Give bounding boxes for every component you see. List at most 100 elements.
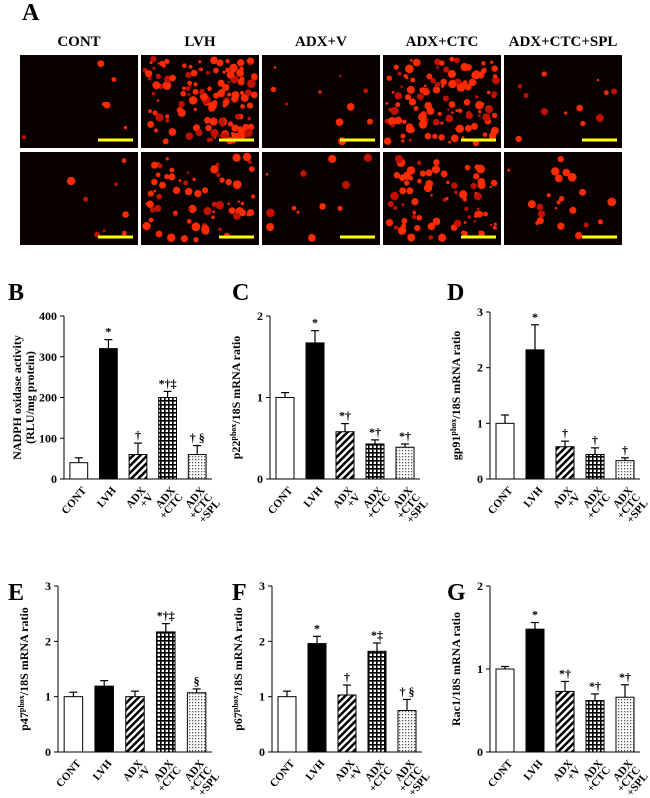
significance-mark: *† bbox=[559, 666, 571, 680]
fluorescence-spot bbox=[394, 155, 403, 164]
y-axis-label: p47phox/18S mRNA ratio bbox=[17, 607, 32, 731]
column-header: ADX+V bbox=[295, 34, 347, 50]
x-tick-label: ADX+CTC bbox=[153, 485, 185, 522]
fluorescence-spot bbox=[246, 102, 254, 109]
fluorescence-spot bbox=[447, 108, 450, 111]
fluorescence-spot bbox=[247, 209, 255, 217]
fluorescence-spot bbox=[448, 79, 457, 89]
fluorescence-spot bbox=[173, 210, 178, 215]
fluorescence-spot bbox=[145, 70, 153, 78]
fluorescence-spot bbox=[603, 90, 609, 96]
fluorescence-spot bbox=[265, 173, 269, 176]
y-tick-label: 0 bbox=[45, 745, 51, 759]
error-bar bbox=[100, 680, 109, 687]
micrograph bbox=[262, 152, 380, 245]
fluorescence-spot bbox=[218, 227, 222, 232]
error-bar bbox=[531, 324, 539, 350]
fluorescence-spot bbox=[193, 82, 198, 87]
x-tick-label: ADX+V bbox=[551, 758, 583, 784]
fluorescence-spot bbox=[554, 206, 558, 210]
fluorescence-spot bbox=[197, 67, 201, 71]
y-tick-label: 100 bbox=[39, 431, 57, 445]
significance-mark: † bbox=[622, 443, 628, 457]
x-tick-label: ADX+CTC bbox=[363, 758, 395, 795]
fluorescence-spot bbox=[122, 211, 129, 218]
fluorescence-spot bbox=[188, 208, 191, 211]
fluorescence-spot bbox=[393, 225, 399, 230]
significance-mark: *† bbox=[339, 409, 351, 423]
fluorescence-spot bbox=[401, 223, 407, 229]
fluorescence-spot bbox=[337, 205, 343, 211]
y-tick-label: 2 bbox=[259, 634, 265, 648]
fluorescence-spot bbox=[431, 165, 441, 174]
fluorescence-spot bbox=[448, 140, 452, 144]
error-bar bbox=[591, 447, 599, 455]
fluorescence-spot bbox=[146, 200, 154, 208]
fluorescence-spot bbox=[188, 96, 198, 105]
panel-label: D bbox=[447, 280, 464, 306]
x-tick-label-line: CONT bbox=[486, 757, 516, 790]
fluorescence-spot bbox=[152, 66, 156, 70]
fluorescence-spot bbox=[215, 162, 220, 167]
y-tick-label: 1 bbox=[259, 690, 265, 704]
y-axis-label-part: (RLU/mg protein) bbox=[23, 351, 37, 444]
fluorescence-spot bbox=[463, 99, 471, 106]
x-tick-label: CONT bbox=[60, 484, 90, 517]
y-axis-label-part: phox bbox=[17, 695, 26, 712]
fluorescence-spot bbox=[183, 180, 189, 186]
fluorescence-spot bbox=[182, 63, 187, 69]
fluorescence-spot bbox=[213, 67, 219, 74]
fluorescence-spot bbox=[397, 226, 407, 235]
fluorescence-spot bbox=[251, 73, 258, 80]
fluorescence-spot bbox=[157, 163, 163, 169]
fluorescence-spot bbox=[335, 118, 344, 126]
fluorescence-spot bbox=[162, 81, 172, 90]
fluorescence-spot bbox=[225, 178, 232, 186]
fluorescence-spot bbox=[430, 77, 436, 84]
x-tick-label: ADX+V bbox=[124, 485, 156, 511]
micrograph bbox=[141, 152, 259, 245]
fluorescence-spot bbox=[445, 196, 449, 200]
fluorescence-spot bbox=[328, 154, 337, 163]
fluorescence-spot bbox=[419, 87, 426, 94]
y-tick-label: 2 bbox=[477, 579, 483, 593]
image-background bbox=[262, 152, 380, 245]
fluorescence-spot bbox=[225, 67, 230, 73]
error-bar bbox=[313, 635, 321, 644]
fluorescence-spot bbox=[300, 170, 307, 177]
x-tick-label-line: LVH bbox=[303, 757, 327, 783]
bar bbox=[128, 454, 148, 480]
fluorescence-spot bbox=[399, 174, 406, 181]
bar bbox=[615, 696, 635, 753]
y-axis-label-part: Rac1/18S mRNA ratio bbox=[449, 612, 463, 726]
y-axis-label-part: phox bbox=[449, 419, 458, 436]
significance-mark: *† bbox=[619, 670, 631, 684]
fluorescence-spot bbox=[240, 104, 245, 109]
error-bar bbox=[343, 684, 351, 696]
fluorescence-spot bbox=[97, 60, 105, 67]
panel-label: C bbox=[232, 280, 249, 306]
fluorescence-spot bbox=[446, 180, 450, 185]
bar bbox=[277, 696, 297, 753]
error-bar bbox=[501, 665, 509, 669]
fluorescence-spot bbox=[597, 219, 603, 225]
y-tick-label: 2 bbox=[477, 361, 483, 375]
fluorescence-spot bbox=[225, 59, 230, 64]
fluorescence-spot bbox=[222, 99, 229, 106]
fluorescence-spot bbox=[246, 57, 255, 65]
bar bbox=[125, 696, 145, 753]
fluorescence-spot bbox=[121, 158, 127, 164]
y-axis-label: gp91phox/18S mRNA ratio bbox=[449, 331, 464, 461]
fluorescence-spot bbox=[397, 71, 402, 76]
fluorescence-spot bbox=[251, 194, 256, 199]
fluorescence-spot bbox=[213, 92, 220, 99]
fluorescence-spot bbox=[156, 193, 162, 200]
fluorescence-spot bbox=[232, 153, 241, 162]
fluorescence-spot bbox=[562, 168, 571, 177]
significance-mark: † bbox=[135, 428, 141, 442]
error-bar bbox=[501, 414, 509, 424]
fluorescence-spot bbox=[204, 117, 211, 124]
fluorescence-spot bbox=[455, 124, 464, 133]
fluorescence-spot bbox=[424, 101, 432, 110]
fluorescence-spot bbox=[147, 76, 152, 81]
